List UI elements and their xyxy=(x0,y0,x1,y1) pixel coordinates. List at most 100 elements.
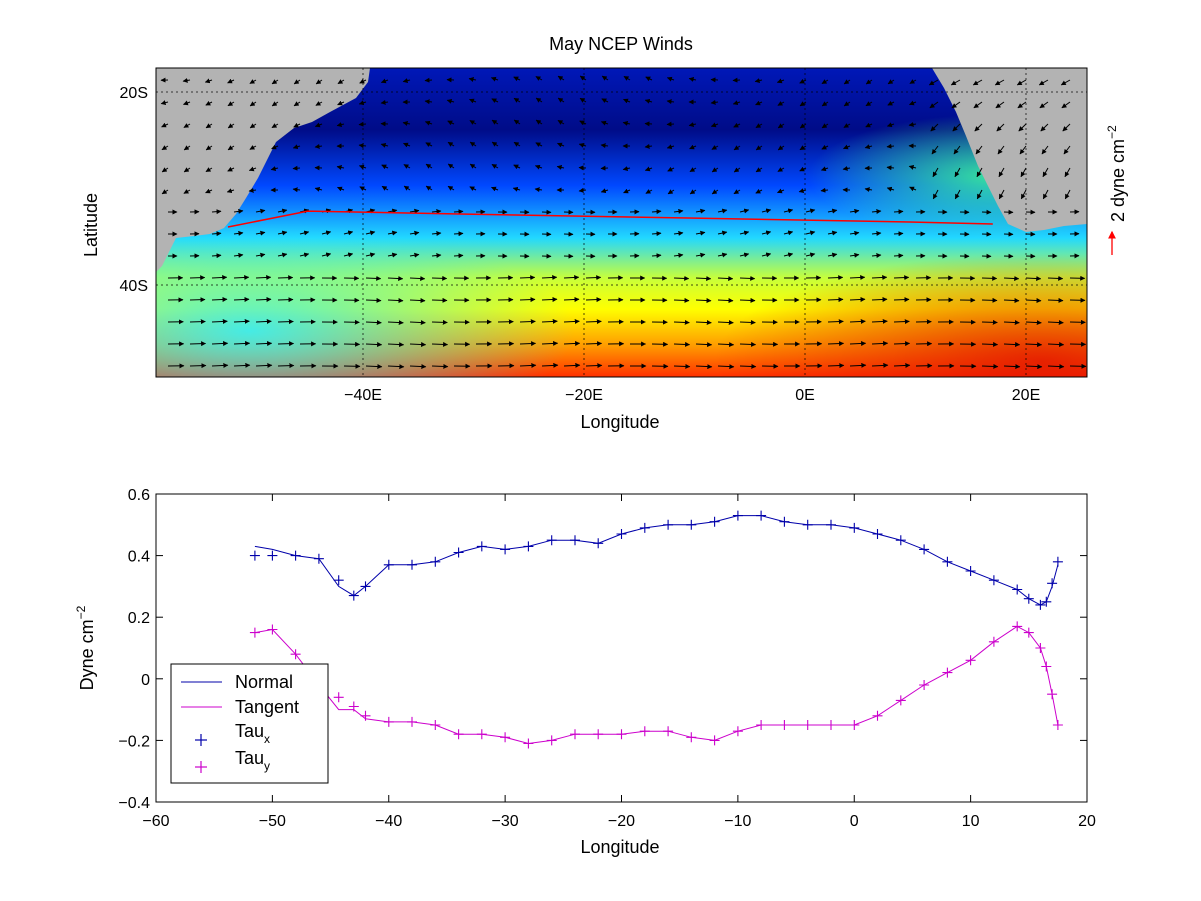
wind-arrow-glyph xyxy=(227,145,235,151)
wind-arrow-glyph xyxy=(541,362,559,368)
wind-arrow-glyph xyxy=(431,231,442,236)
wind-arrow-glyph xyxy=(871,362,889,368)
wind-arrow-glyph xyxy=(717,342,735,348)
data-point-tau-x xyxy=(1041,596,1052,607)
wind-arrow-glyph xyxy=(248,166,257,172)
data-point-tau-y xyxy=(383,716,394,727)
wind-arrow-glyph xyxy=(270,166,279,172)
wind-arrow-glyph xyxy=(337,186,345,192)
wind-arrow-glyph xyxy=(755,145,763,151)
wind-arrow-glyph xyxy=(468,77,477,82)
wind-arrow-glyph xyxy=(864,144,873,150)
wind-arrow-glyph xyxy=(409,342,427,347)
data-point-tau-x xyxy=(826,519,836,530)
wind-arrow-glyph xyxy=(777,101,785,106)
wind-arrow-glyph xyxy=(585,275,602,281)
wind-arrow-glyph xyxy=(381,164,389,170)
wind-arrow-glyph xyxy=(447,141,455,147)
wind-arrow-glyph xyxy=(387,252,398,258)
land-africa xyxy=(932,68,1087,232)
wind-arrow-glyph xyxy=(849,297,866,303)
data-point-tau-y xyxy=(249,627,260,638)
wind-arrow-glyph xyxy=(783,208,794,214)
wind-arrow-glyph xyxy=(827,363,845,369)
data-point-tau-y xyxy=(407,716,417,727)
data-point-tau-y xyxy=(476,729,487,740)
map-ytick-label: 20S xyxy=(120,85,148,102)
data-point-tau-y xyxy=(709,735,720,746)
wind-arrow-glyph xyxy=(227,166,235,172)
wind-arrow-glyph xyxy=(409,297,426,303)
data-point-tau-x xyxy=(965,566,976,576)
series-layer xyxy=(249,510,1063,749)
wind-arrow-glyph xyxy=(513,141,521,147)
wind-arrow-glyph xyxy=(365,297,382,303)
wind-arrow-glyph xyxy=(871,297,888,303)
wind-arrow-glyph xyxy=(717,230,728,236)
wind-arrow-glyph xyxy=(645,76,653,82)
data-point-tau-y xyxy=(942,667,953,678)
legend-marker-tauy xyxy=(195,761,207,773)
wind-arrow-glyph xyxy=(387,208,398,214)
wind-arrow-glyph xyxy=(1003,319,1020,325)
wind-arrow-glyph xyxy=(453,209,464,215)
wind-arrow-glyph xyxy=(161,189,169,195)
wind-arrow-glyph xyxy=(929,101,939,109)
wind-arrow-glyph xyxy=(755,188,763,194)
wind-arrow-glyph xyxy=(211,297,228,303)
wind-arrow-glyph xyxy=(490,76,499,82)
wind-arrow-glyph xyxy=(255,297,272,303)
legend-label-normal: Normal xyxy=(235,672,293,692)
wind-arrow-glyph xyxy=(189,297,206,303)
wind-arrow-glyph xyxy=(255,252,266,258)
wind-arrow-glyph xyxy=(600,188,609,194)
data-point-tau-x xyxy=(570,535,580,546)
wind-arrow-glyph xyxy=(431,209,442,214)
wind-arrow-glyph xyxy=(997,145,1005,155)
wind-arrow-glyph xyxy=(183,100,191,106)
wind-arrow-glyph xyxy=(314,143,323,149)
wind-arrow-glyph xyxy=(930,123,939,132)
wind-arrow-glyph xyxy=(849,319,866,325)
wind-arrow-glyph xyxy=(1019,145,1027,155)
data-point-tau-x xyxy=(430,556,441,567)
wind-arrow-glyph xyxy=(981,363,999,369)
wind-arrow-glyph xyxy=(1003,342,1021,347)
wind-arrow-glyph xyxy=(380,142,389,148)
wind-arrow-glyph xyxy=(469,120,477,125)
wind-arrow-glyph xyxy=(425,185,433,191)
data-point-tau-x xyxy=(686,519,697,530)
legend-label-tauy: Tauy xyxy=(235,748,270,773)
wind-arrow-glyph xyxy=(211,341,229,346)
wind-arrow-glyph xyxy=(409,275,426,281)
wind-arrow-glyph xyxy=(893,209,904,215)
wind-arrow-glyph xyxy=(365,364,383,369)
wind-arrow-glyph xyxy=(695,342,713,348)
wind-arrow-glyph xyxy=(205,167,213,173)
wind-arrow-glyph xyxy=(622,166,631,171)
wind-arrow-glyph xyxy=(783,230,794,236)
data-point-tau-y xyxy=(826,720,836,730)
data-point-tau-x xyxy=(756,510,767,521)
wind-arrow-glyph xyxy=(673,230,684,236)
data-point-tau-x xyxy=(639,522,650,533)
data-point-tau-y xyxy=(779,720,790,730)
wind-arrow-glyph xyxy=(673,341,691,347)
wind-arrow-glyph xyxy=(534,187,543,193)
wind-arrow-glyph xyxy=(717,319,734,325)
data-point-tau-x xyxy=(348,590,359,601)
wind-arrow-glyph xyxy=(849,252,860,258)
wind-arrow-glyph xyxy=(821,79,829,85)
wind-arrow-glyph xyxy=(887,100,895,106)
wind-arrow-glyph xyxy=(424,120,433,126)
wind-arrow-glyph xyxy=(732,77,741,83)
wind-arrow-glyph xyxy=(211,231,222,237)
wind-arrow-glyph xyxy=(585,297,602,303)
wind-arrow-glyph xyxy=(557,119,565,125)
wind-arrow-glyph xyxy=(972,79,983,86)
data-point-tau-x xyxy=(895,535,906,546)
wind-arrow-glyph xyxy=(204,78,213,84)
wind-arrow-glyph xyxy=(776,78,785,84)
wind-arrow-glyph xyxy=(380,99,389,105)
wind-arrow-glyph xyxy=(358,143,367,149)
